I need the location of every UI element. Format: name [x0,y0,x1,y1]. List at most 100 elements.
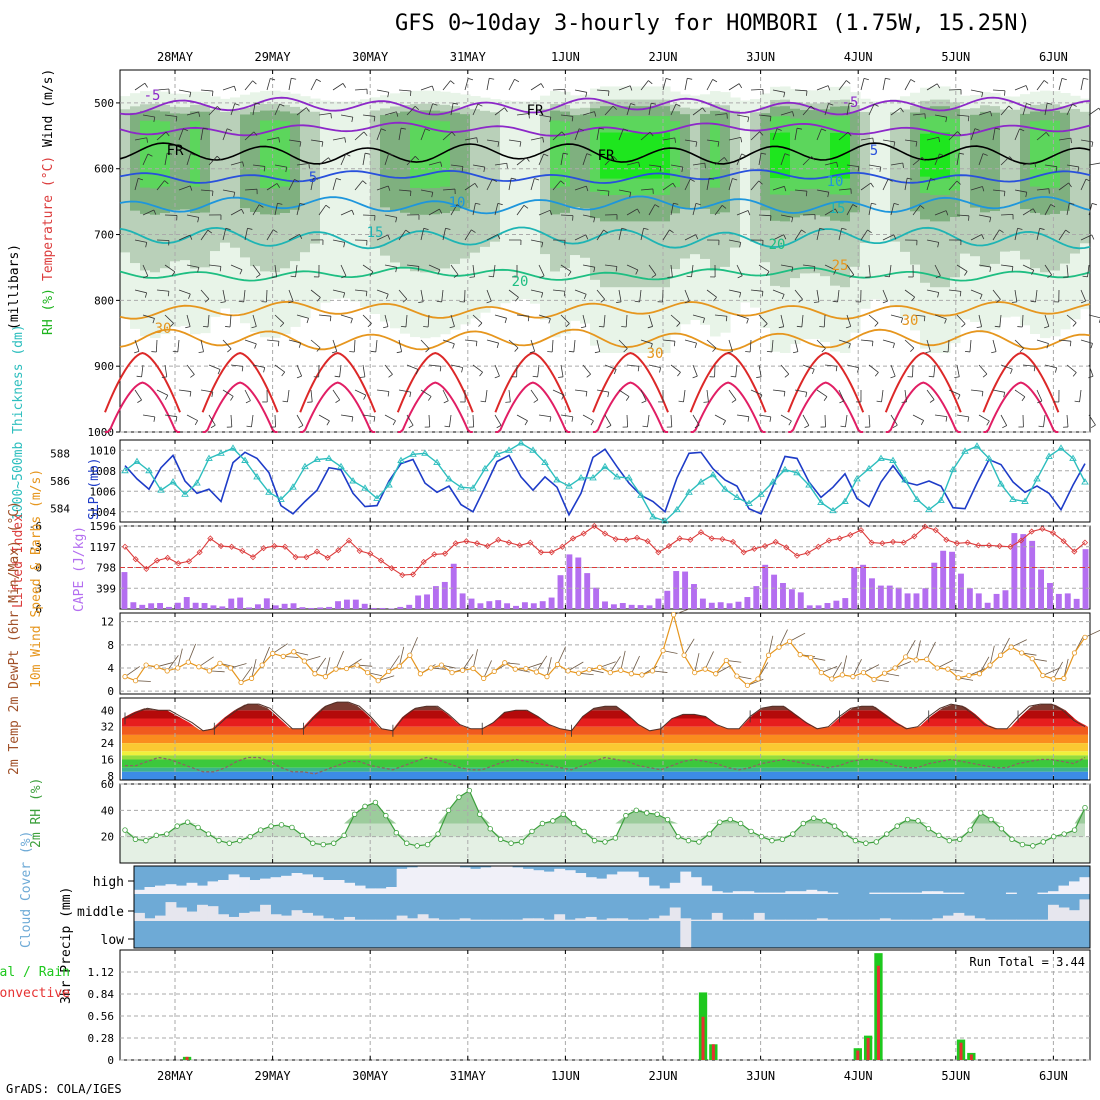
wind-barb [332,83,344,91]
wind-barb-flag [594,351,600,354]
wind-barb [1014,85,1027,91]
humidity-cell [320,100,331,303]
wind-barb-flag [234,103,240,106]
wind-barb [288,233,300,241]
wind-barb-flag [613,156,618,161]
cloud-cell [312,877,324,894]
wind-barb-flag [641,400,647,404]
humidity-cell [800,119,811,189]
wind-barb [684,339,697,344]
wind-barb-flag [901,401,907,403]
wind-barb-flag [945,416,948,422]
wind-barb-flag [925,351,931,354]
rh-point [1019,841,1026,848]
wind-barb [692,414,700,426]
lifted-point [356,547,363,554]
wind-barb [472,364,483,373]
cape-bar [717,602,724,609]
wind-barb-flag [704,163,706,169]
wind-barb [648,364,661,369]
wind-barb-flag [497,202,503,206]
date-label-bottom: 5JUN [941,1069,970,1083]
wind-barb-flag [263,367,266,373]
wind-barb [714,414,726,421]
lifted-point [260,545,267,552]
wind-barb-flag [326,420,330,426]
y-tick-label: 32 [101,721,114,734]
cloud-cell [375,888,387,894]
wind-barb-flag [281,371,286,377]
wind-barb-flag [494,375,500,379]
wind-barb-flag [887,178,893,182]
thickness-point [493,450,501,457]
wind-barb-flag [143,275,148,279]
lifted-point [900,539,907,546]
cloud-cell [858,919,870,921]
wind-barb [670,103,677,116]
wind-barb-flag [871,341,874,347]
cloud-cell [491,919,503,921]
wind10m-point [649,668,656,674]
wind-barb [538,264,545,277]
wind-barb [956,264,968,272]
lifted-point [207,535,214,542]
wind-barb-flag [146,137,148,143]
cape-bar [619,603,626,609]
wind-barb [683,389,686,402]
wind-barb [428,264,441,271]
y-tick-label: 600 [94,163,114,176]
cloud-cell [575,918,587,921]
humidity-cell [920,133,931,177]
wind-barb-flag [874,372,879,377]
cloud-cell [554,914,566,921]
wind10m-point [1019,650,1025,656]
wind-barb [405,314,408,327]
cape-bar [521,602,528,609]
wind-barb [164,264,176,273]
wind-barb-flag [532,375,538,378]
wind-barb [134,289,147,294]
wind-barb [992,189,1005,192]
wind-barb [626,264,639,271]
wind10m-point [470,665,476,672]
wind-barb [354,180,363,191]
temp-band [122,734,1088,744]
date-label-top: 6JUN [1039,50,1068,64]
footer-credit: GrADS: COLA/IGES [6,1082,122,1096]
wind-barb-flag [153,416,156,422]
humidity-cell [390,113,401,211]
wind-barb-flag [189,185,193,191]
humidity-cell [710,120,721,188]
rh-point [497,836,504,842]
wind-barb-flag [443,400,449,404]
wind-barb-flag [957,394,961,400]
wind-barb-flag [387,391,390,397]
humidity-cell [650,132,661,179]
wind-barb-flag [153,116,156,123]
wind-barb [640,188,653,191]
lifted-point [441,550,449,557]
wind-barb [200,89,213,92]
wind-barb-flag [436,300,442,303]
cape-bar [984,602,991,609]
wind-barb [1080,139,1093,143]
cloud-cell [1037,892,1049,894]
wind-barb-flag [1034,162,1037,168]
lifted-point [1007,543,1014,550]
lifted-point [228,543,235,550]
wind-barb [310,389,313,402]
cape-bar [219,606,226,609]
wind-barb [134,239,147,243]
wind-barb [134,178,139,191]
y-tick-label: 16 [101,754,114,767]
cloud-cell [386,919,398,921]
wind-barb [200,189,213,192]
rh-point [957,836,963,842]
wind-barb [890,162,903,166]
wind-barb [1044,204,1052,216]
wind-barb [882,178,889,191]
wind-barb-flag [468,78,474,81]
wind-barb-flag [529,351,535,354]
wind-barb [420,389,432,397]
